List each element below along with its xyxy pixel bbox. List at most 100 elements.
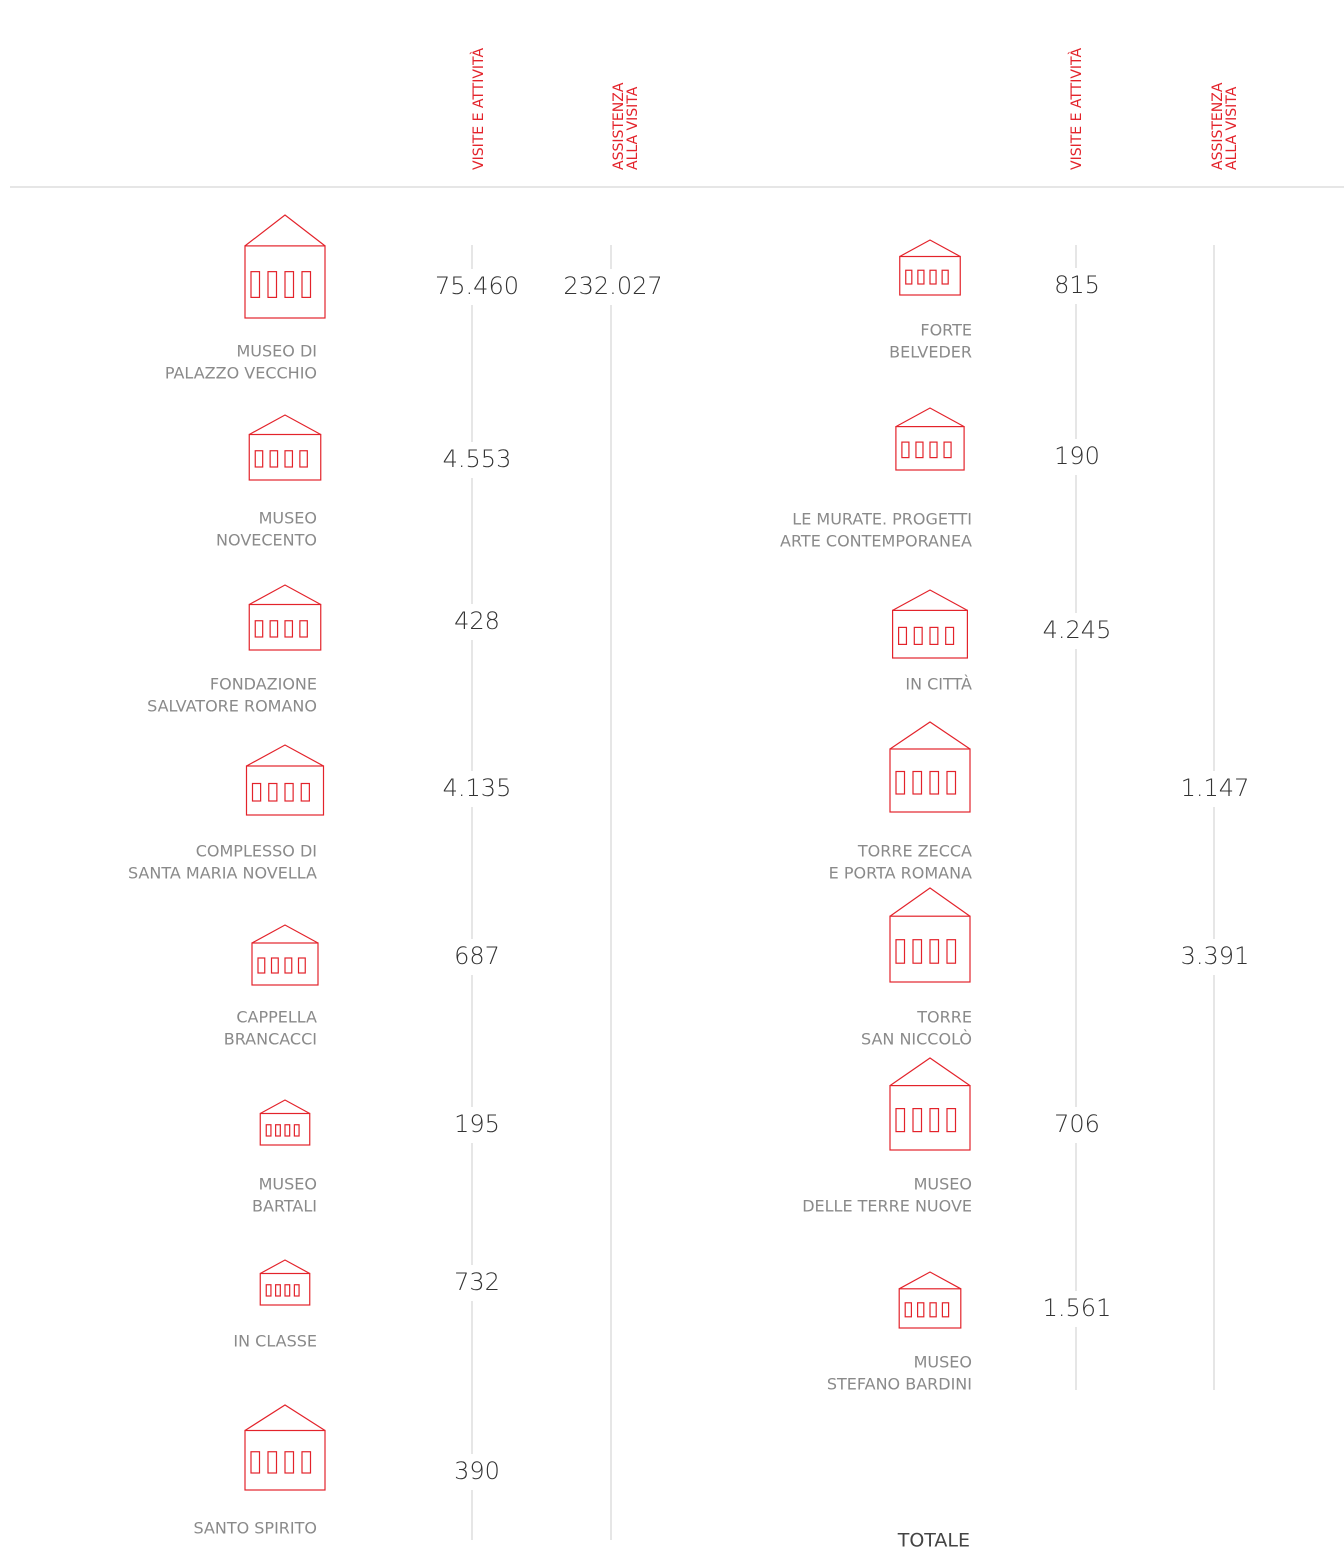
- item-label: TORRE ZECCA: [857, 842, 972, 861]
- icon-shape: [890, 888, 970, 916]
- icon-shape: [266, 1285, 271, 1296]
- icon-shape: [930, 940, 939, 964]
- item-label: SANTO SPIRITO: [193, 1519, 317, 1538]
- icon-shape: [285, 784, 293, 802]
- building-icon: [893, 590, 968, 658]
- icon-shape: [918, 1303, 924, 1317]
- icon-shape: [294, 1285, 299, 1296]
- icon-shape: [266, 1125, 271, 1136]
- icon-shape: [285, 451, 292, 467]
- icon-shape: [247, 745, 324, 766]
- item-label: FONDAZIONE: [210, 675, 317, 694]
- icon-shape: [946, 627, 954, 644]
- icon-shape: [930, 1109, 939, 1132]
- icon-shape: [294, 1125, 299, 1136]
- building-icon: [245, 215, 325, 318]
- icon-shape: [251, 1452, 260, 1473]
- item-label: LE MURATE. PROGETTI: [792, 510, 972, 529]
- icon-shape: [260, 1260, 310, 1274]
- icon-shape: [913, 940, 922, 964]
- icon-shape: [893, 590, 968, 610]
- building-icon: [899, 1272, 961, 1328]
- icon-shape: [930, 1303, 936, 1317]
- icon-shape: [913, 772, 922, 795]
- count: 1.561: [1043, 1294, 1112, 1322]
- building-icon: [252, 925, 318, 985]
- icon-shape: [300, 451, 307, 467]
- icon-shape: [947, 1109, 956, 1132]
- infographic: TOTALE VISITE E ATTIVITÀASSISTENZAALLA V…: [0, 0, 1344, 1553]
- building-icon: [249, 585, 321, 650]
- count: 815: [1054, 271, 1100, 299]
- item-label: BARTALI: [252, 1197, 317, 1216]
- icon-shape: [899, 1272, 961, 1289]
- icon-shape: [285, 1125, 290, 1136]
- icon-shape: [942, 270, 948, 284]
- item-label: PALAZZO VECCHIO: [165, 364, 317, 383]
- icon-shape: [299, 958, 306, 973]
- icon-shape: [285, 272, 294, 298]
- icon-shape: [896, 772, 905, 795]
- count: 75.460: [435, 272, 519, 300]
- icon-shape: [268, 1452, 277, 1473]
- icon-shape: [251, 272, 260, 298]
- icon-shape: [285, 1285, 290, 1296]
- item-label: NOVECENTO: [216, 531, 317, 550]
- icon-shape: [914, 627, 922, 644]
- icon-shape: [905, 1303, 911, 1317]
- count: 4.135: [443, 774, 512, 802]
- icon-shape: [270, 451, 277, 467]
- icon-shape: [947, 940, 956, 964]
- item-label: SANTA MARIA NOVELLA: [128, 864, 317, 883]
- icon-shape: [906, 270, 912, 284]
- icon-shape: [249, 415, 321, 435]
- icon-shape: [896, 1109, 905, 1132]
- icon-shape: [245, 1405, 325, 1431]
- building-icon: [247, 745, 324, 815]
- item-label: E PORTA ROMANA: [829, 864, 972, 883]
- count: 390: [454, 1457, 500, 1485]
- count: 706: [1054, 1110, 1100, 1138]
- column-header: VISITE E ATTIVITÀ: [470, 47, 487, 170]
- item-label: BRANCACCI: [224, 1030, 317, 1049]
- building-icon: [890, 1058, 970, 1150]
- item-label: DELLE TERRE NUOVE: [802, 1197, 972, 1216]
- item-label: IN CLASSE: [233, 1332, 317, 1351]
- item-label: MUSEO: [259, 1175, 317, 1194]
- item-label: ARTE CONTEMPORANEA: [780, 532, 972, 551]
- item-label: SALVATORE ROMANO: [147, 697, 317, 716]
- item-label: MUSEO: [914, 1175, 972, 1194]
- icon-shape: [258, 958, 265, 973]
- icon-shape: [890, 722, 970, 749]
- icon-shape: [918, 270, 924, 284]
- icon-shape: [285, 958, 292, 973]
- icon-shape: [902, 442, 909, 458]
- icon-shape: [900, 240, 961, 257]
- icon-shape: [272, 958, 279, 973]
- building-icon: [245, 1405, 325, 1490]
- count: 732: [454, 1268, 500, 1296]
- icon-shape: [269, 784, 277, 802]
- item-label: IN CITTÀ: [905, 675, 972, 694]
- building-icon: [260, 1260, 310, 1305]
- icon-shape: [302, 1452, 311, 1473]
- count: 3.391: [1181, 942, 1250, 970]
- count: 232.027: [563, 272, 662, 300]
- icon-shape: [916, 442, 923, 458]
- item-label: CAPPELLA: [236, 1008, 317, 1027]
- icon-shape: [285, 1452, 294, 1473]
- count: 1.147: [1181, 774, 1250, 802]
- item-label: SAN NICCOLÒ: [861, 1030, 972, 1049]
- icon-shape: [255, 621, 262, 637]
- count: 687: [454, 942, 500, 970]
- icon-shape: [896, 940, 905, 964]
- icon-shape: [252, 925, 318, 943]
- item-label: COMPLESSO DI: [196, 842, 317, 861]
- item-label: BELVEDER: [889, 343, 972, 362]
- building-icon: [896, 408, 964, 470]
- column-header: ALLA VISITA: [625, 86, 641, 170]
- building-icon: [890, 888, 970, 982]
- icon-shape: [930, 270, 936, 284]
- icon-shape: [260, 1100, 310, 1114]
- item-label: FORTE: [920, 321, 972, 340]
